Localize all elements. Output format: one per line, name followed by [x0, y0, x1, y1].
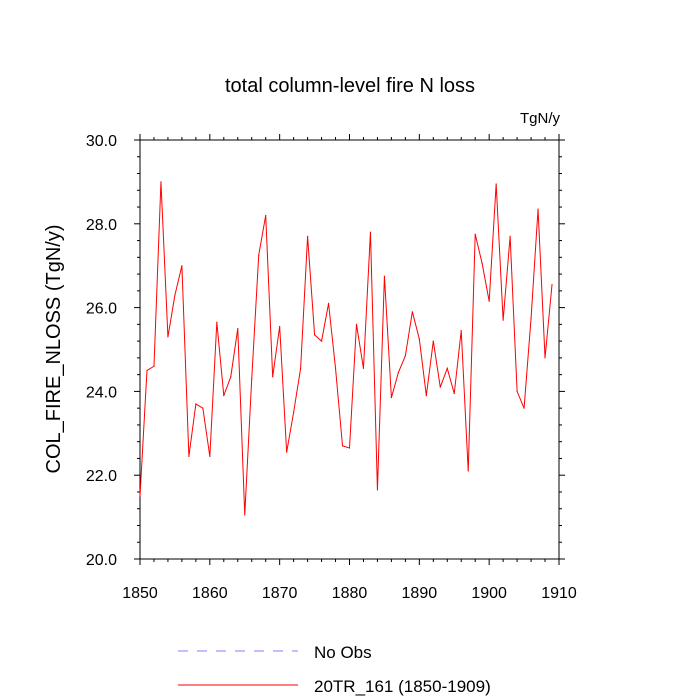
data-point — [300, 367, 302, 369]
x-tick-label: 1860 — [192, 585, 228, 602]
data-point — [355, 323, 358, 325]
data-point — [411, 311, 413, 313]
data-point — [418, 338, 420, 340]
data-point — [516, 390, 518, 392]
data-point — [237, 327, 239, 330]
y-tick-label: 20.0 — [86, 552, 117, 569]
data-point — [286, 451, 288, 453]
data-point — [153, 365, 155, 367]
data-point — [446, 367, 448, 369]
data-point — [460, 330, 462, 332]
y-tick-label: 24.0 — [86, 384, 117, 401]
x-tick-label: 1900 — [471, 585, 507, 602]
data-point — [272, 376, 274, 378]
data-point — [293, 411, 295, 413]
data-point — [251, 378, 253, 380]
data-point — [495, 183, 497, 185]
data-point — [530, 317, 532, 319]
legend-label-20tr-161: 20TR_161 (1850-1909) — [314, 677, 491, 696]
data-point — [258, 254, 260, 256]
data-point — [139, 495, 141, 497]
y-tick-label: 26.0 — [86, 301, 117, 318]
x-tick-label: 1870 — [262, 585, 298, 602]
y-axis-label: COL_FIRE_NLOSS (TgN/y) — [43, 225, 65, 474]
x-tick-label: 1880 — [332, 585, 368, 602]
data-point — [467, 470, 469, 472]
data-point — [320, 340, 323, 342]
data-point — [376, 489, 379, 491]
data-point — [244, 514, 246, 516]
data-point — [453, 392, 455, 395]
plot-frame — [139, 139, 560, 560]
x-tick-label: 1910 — [541, 585, 577, 602]
data-point — [167, 336, 169, 338]
data-point — [439, 386, 441, 388]
data-point — [313, 334, 316, 336]
data-point — [390, 397, 392, 399]
data-point — [181, 265, 183, 267]
legend-label-no-obs: No Obs — [314, 643, 372, 662]
data-point — [502, 319, 504, 321]
data-point — [265, 214, 267, 217]
data-point — [474, 233, 476, 235]
data-point — [209, 455, 211, 457]
data-point — [551, 283, 553, 286]
data-point — [432, 340, 434, 342]
data-point — [348, 447, 351, 449]
data-point — [509, 235, 511, 237]
data-point — [188, 455, 190, 457]
data-point — [362, 367, 365, 369]
data-point — [195, 403, 197, 405]
data-point — [404, 355, 406, 357]
data-point — [523, 407, 525, 409]
series-line — [139, 181, 553, 516]
data-point — [537, 208, 539, 210]
data-point — [488, 300, 490, 302]
y-tick-label: 22.0 — [86, 468, 117, 485]
data-point — [230, 376, 232, 378]
units-label: TgN/y — [520, 110, 561, 127]
chart-title: total column-level fire N loss — [225, 75, 475, 97]
data-point — [160, 181, 162, 183]
x-tick-label: 1890 — [402, 585, 438, 602]
data-point — [223, 394, 225, 397]
data-point — [279, 325, 281, 328]
data-point — [334, 367, 337, 369]
data-point — [327, 302, 330, 305]
axis-ticks: 1850 1860 1870 1880 1890 1900 1910 20.0 22.0 24.0… — [86, 133, 577, 602]
data-point — [544, 357, 546, 359]
data-point — [481, 263, 483, 265]
series-group — [139, 181, 553, 516]
x-tick-label: 1850 — [122, 585, 158, 602]
y-tick-label: 30.0 — [86, 133, 117, 150]
data-point — [216, 321, 218, 323]
data-point — [202, 407, 204, 409]
data-point — [146, 369, 148, 372]
legend: No Obs 20TR_161 (1850-1909) — [178, 643, 491, 696]
data-point — [383, 275, 386, 277]
data-point — [174, 294, 176, 296]
data-point — [397, 371, 399, 374]
data-point — [341, 445, 344, 447]
y-tick-label: 28.0 — [86, 217, 117, 234]
data-point — [307, 235, 309, 237]
data-point — [369, 231, 372, 233]
data-point — [425, 394, 427, 397]
